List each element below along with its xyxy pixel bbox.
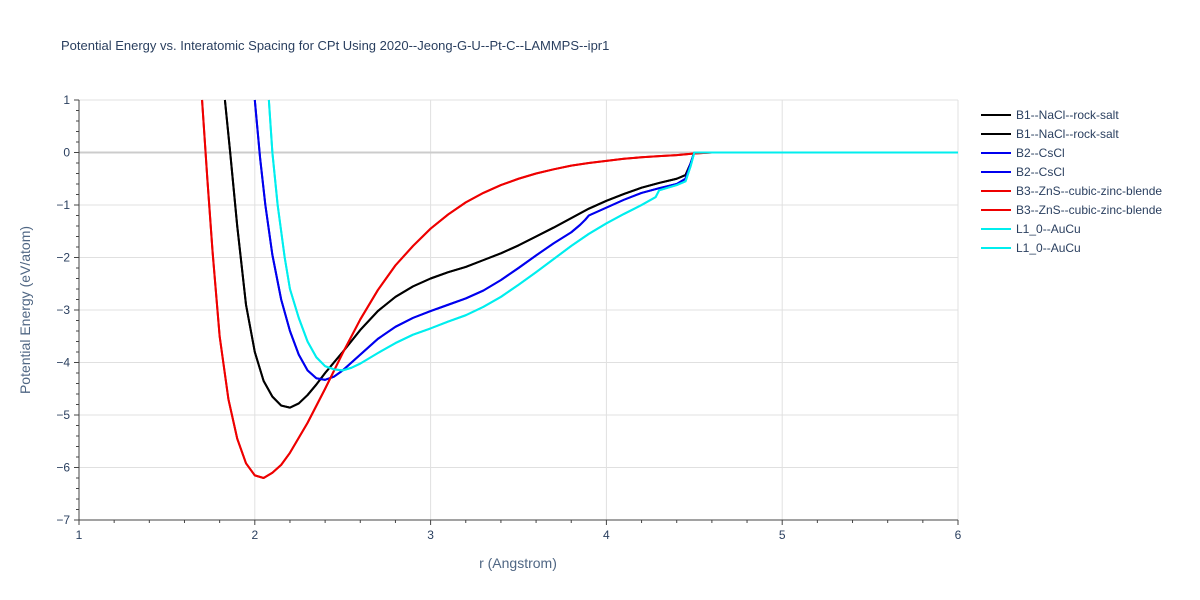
- y-tick-label: 0: [63, 146, 70, 160]
- legend-label: B1--NaCl--rock-salt: [1016, 127, 1119, 141]
- series-line-5: [201, 99, 958, 479]
- legend-item[interactable]: L1_0--AuCu: [981, 222, 1081, 236]
- legend-item[interactable]: B1--NaCl--rock-salt: [981, 108, 1119, 122]
- y-axis-title: Potential Energy (eV/atom): [17, 226, 33, 394]
- y-tick-label: −3: [56, 303, 70, 317]
- gridlines: [79, 99, 959, 520]
- x-tick-label: 5: [779, 528, 786, 542]
- x-tick-label: 6: [955, 528, 962, 542]
- series-line-4: [201, 99, 958, 479]
- legend-item[interactable]: L1_0--AuCu: [981, 241, 1081, 255]
- y-tick-label: −6: [56, 461, 70, 475]
- legend-item[interactable]: B1--NaCl--rock-salt: [981, 127, 1119, 141]
- series-lines: [201, 99, 958, 479]
- axes: 1 2 3 4 5 6 1 0 −1 −2 −3 −4 −5 −6 −7: [56, 93, 961, 542]
- x-tick-label: 3: [427, 528, 434, 542]
- legend-label: L1_0--AuCu: [1016, 241, 1081, 255]
- series-line-7: [267, 99, 958, 372]
- legend-label: B3--ZnS--cubic-zinc-blende: [1016, 184, 1162, 198]
- y-tick-label: −4: [56, 356, 70, 370]
- x-tick-label: 1: [76, 528, 83, 542]
- series-line-1: [223, 99, 958, 409]
- series-line-6: [267, 99, 958, 372]
- legend-item[interactable]: B3--ZnS--cubic-zinc-blende: [981, 203, 1162, 217]
- y-tick-label: −2: [56, 251, 70, 265]
- legend-item[interactable]: B2--CsCl: [981, 165, 1065, 179]
- x-tick-label: 2: [251, 528, 258, 542]
- series-line-3: [253, 99, 958, 381]
- legend-item[interactable]: B3--ZnS--cubic-zinc-blende: [981, 184, 1162, 198]
- x-axis-title: r (Angstrom): [479, 555, 557, 571]
- x-tick-label: 4: [603, 528, 610, 542]
- legend-item[interactable]: B2--CsCl: [981, 146, 1065, 160]
- legend-label: B3--ZnS--cubic-zinc-blende: [1016, 203, 1162, 217]
- legend-label: B2--CsCl: [1016, 146, 1065, 160]
- y-tick-label: −7: [56, 513, 70, 527]
- y-tick-label: −1: [56, 198, 70, 212]
- chart-title: Potential Energy vs. Interatomic Spacing…: [61, 38, 609, 53]
- legend-label: B2--CsCl: [1016, 165, 1065, 179]
- y-tick-label: −5: [56, 408, 70, 422]
- y-tick-label: 1: [63, 93, 70, 107]
- legend: B1--NaCl--rock-salt B1--NaCl--rock-salt B2…: [981, 108, 1162, 255]
- legend-label: B1--NaCl--rock-salt: [1016, 108, 1119, 122]
- legend-label: L1_0--AuCu: [1016, 222, 1081, 236]
